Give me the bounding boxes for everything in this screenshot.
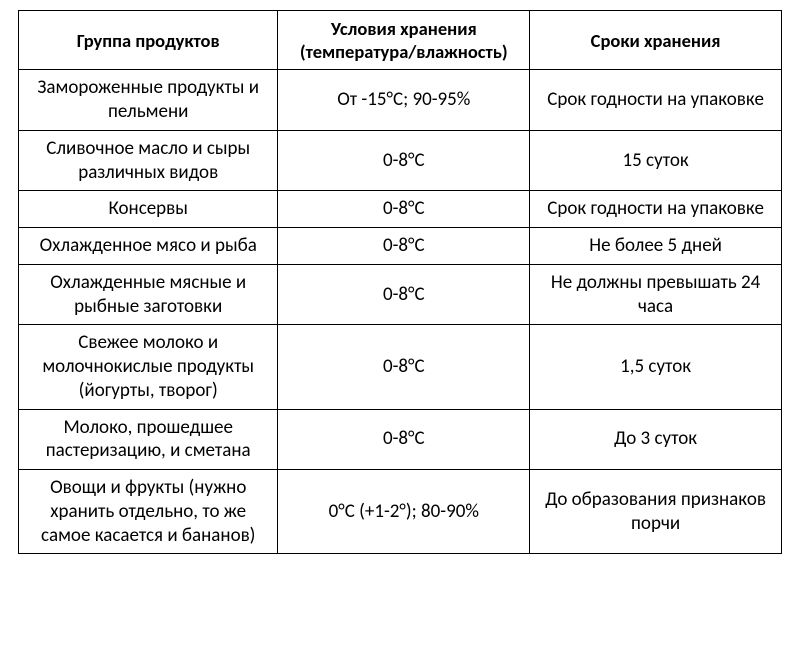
cell-shelf-life: До образования признаков порчи bbox=[530, 470, 782, 554]
cell-shelf-life: До 3 суток bbox=[530, 409, 782, 470]
cell-group: Консервы bbox=[19, 191, 278, 228]
cell-conditions: 0°C (+1-2°); 80-90% bbox=[278, 470, 530, 554]
table-row: Охлажденные мясные и рыбные заготовки 0-… bbox=[19, 264, 782, 325]
col-header-shelf-life: Сроки хранения bbox=[530, 11, 782, 70]
cell-group: Молоко, прошедшее пастеризацию, и сметан… bbox=[19, 409, 278, 470]
table-row: Консервы 0-8°C Срок годности на упаковке bbox=[19, 191, 782, 228]
cell-conditions: 0-8°C bbox=[278, 409, 530, 470]
cell-shelf-life: Срок годности на упаковке bbox=[530, 191, 782, 228]
cell-group: Замороженные продукты и пельмени bbox=[19, 70, 278, 131]
cell-conditions: 0-8°C bbox=[278, 325, 530, 409]
cell-shelf-life: Не более 5 дней bbox=[530, 228, 782, 265]
cell-group: Овощи и фрукты (нужно хранить отдельно, … bbox=[19, 470, 278, 554]
cell-shelf-life: Не должны превышать 24 часа bbox=[530, 264, 782, 325]
cell-conditions: 0-8°C bbox=[278, 264, 530, 325]
table-row: Овощи и фрукты (нужно хранить отдельно, … bbox=[19, 470, 782, 554]
table-row: Молоко, прошедшее пастеризацию, и сметан… bbox=[19, 409, 782, 470]
cell-shelf-life: 15 суток bbox=[530, 130, 782, 191]
table-row: Охлажденное мясо и рыба 0-8°C Не более 5… bbox=[19, 228, 782, 265]
col-header-conditions: Условия хранения (температура/влажность) bbox=[278, 11, 530, 70]
cell-group: Охлажденное мясо и рыба bbox=[19, 228, 278, 265]
cell-group: Свежее молоко и молочнокислые продукты (… bbox=[19, 325, 278, 409]
cell-group: Сливочное масло и сыры различных видов bbox=[19, 130, 278, 191]
cell-conditions: От -15°C; 90-95% bbox=[278, 70, 530, 131]
table-header-row: Группа продуктов Условия хранения (темпе… bbox=[19, 11, 782, 70]
cell-conditions: 0-8°C bbox=[278, 130, 530, 191]
storage-table: Группа продуктов Условия хранения (темпе… bbox=[18, 10, 782, 554]
table-row: Замороженные продукты и пельмени От -15°… bbox=[19, 70, 782, 131]
table-row: Сливочное масло и сыры различных видов 0… bbox=[19, 130, 782, 191]
cell-shelf-life: Срок годности на упаковке bbox=[530, 70, 782, 131]
cell-group: Охлажденные мясные и рыбные заготовки bbox=[19, 264, 278, 325]
col-header-group: Группа продуктов bbox=[19, 11, 278, 70]
cell-conditions: 0-8°C bbox=[278, 228, 530, 265]
table-row: Свежее молоко и молочнокислые продукты (… bbox=[19, 325, 782, 409]
cell-shelf-life: 1,5 суток bbox=[530, 325, 782, 409]
cell-conditions: 0-8°C bbox=[278, 191, 530, 228]
